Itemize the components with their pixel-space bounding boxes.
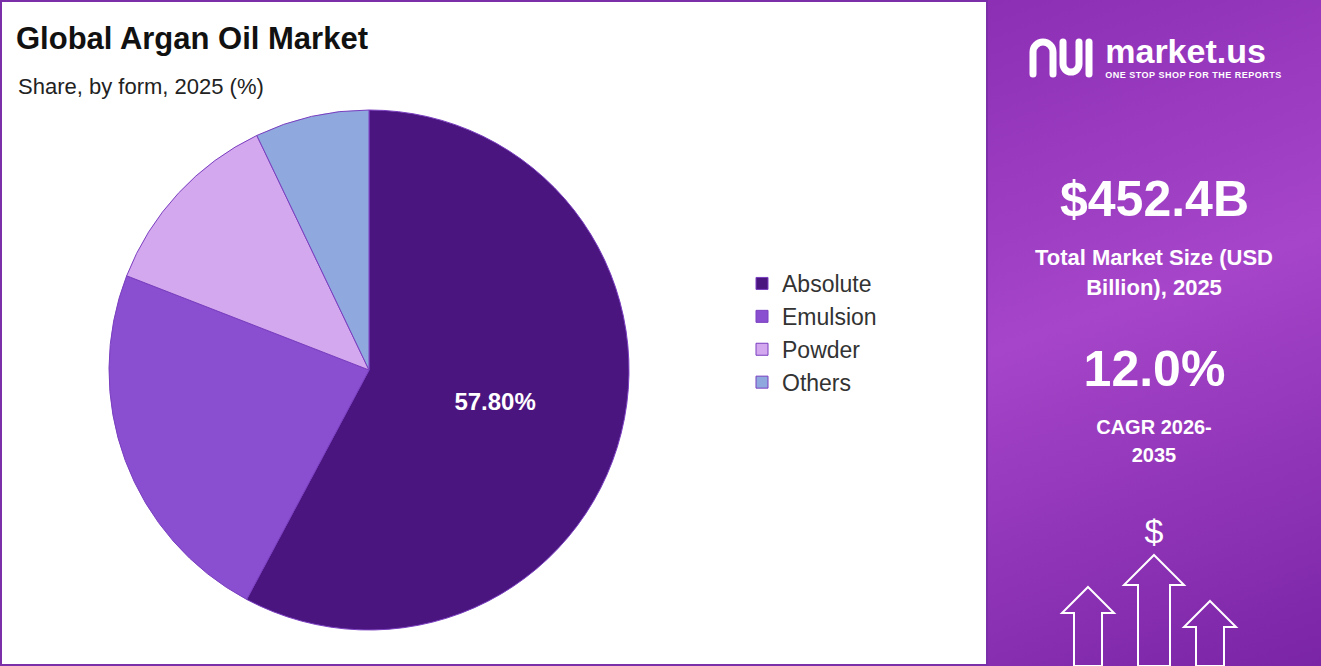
svg-text:Others: Others [782,370,851,396]
html-text:ONE STOP SHOP FOR THE REPORTS: ONE STOP SHOP FOR THE REPORTS [1105,70,1282,80]
svg-text:Global Argan Oil Market: Global Argan Oil Market [16,21,368,56]
html-text:$452.4B: $452.4B [1060,171,1249,227]
html-text:market.us: market.us [1105,32,1266,70]
svg-text:Emulsion: Emulsion [782,304,877,330]
html-text:Total Market Size (USD Billion: Total Market Size (USD Billion), 2025 [1035,245,1273,300]
svg-text:Powder: Powder [782,337,860,363]
svg-text:Absolute: Absolute [782,271,872,297]
svg-text:57.80%: 57.80% [454,388,535,415]
html-text:12.0%: 12.0% [1083,341,1226,397]
svg-text:$: $ [1145,512,1164,550]
html-text:CAGR 2026-2035: CAGR 2026-2035 [1096,416,1212,466]
svg-text:Share, by form, 2025 (%): Share, by form, 2025 (%) [18,74,264,99]
